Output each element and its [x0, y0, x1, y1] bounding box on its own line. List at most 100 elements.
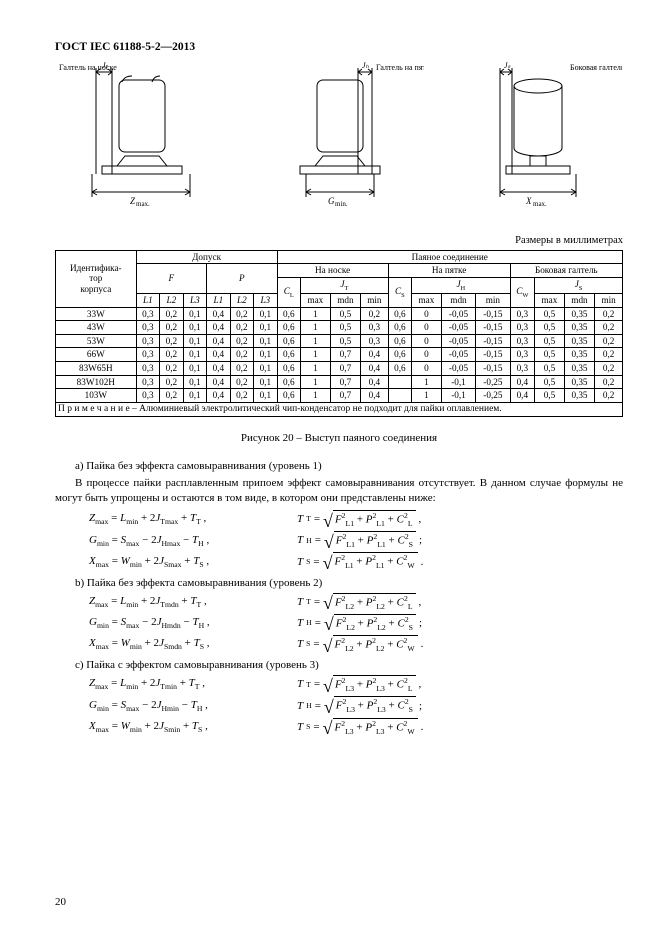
cell: 0,2 [160, 321, 183, 335]
cell: 0 [412, 361, 442, 375]
cell: 0,2 [595, 389, 623, 403]
cell: -0,05 [441, 348, 475, 362]
cell: 0,2 [230, 321, 253, 335]
para-1: В процессе пайки расплавленным припоем э… [55, 476, 623, 506]
table-row: 33W0,30,20,10,40,20,10,610,50,20,60-0,05… [56, 307, 623, 321]
cell: 0,4 [207, 334, 230, 348]
col-L2b: L2 [230, 294, 253, 308]
col-min1: min [361, 294, 389, 308]
cell: 0,1 [254, 375, 277, 389]
cell: -0,05 [441, 334, 475, 348]
cell: 0,7 [330, 361, 360, 375]
cell: 0,4 [207, 389, 230, 403]
table-row: 83W65H0,30,20,10,40,20,10,610,70,40,60-0… [56, 361, 623, 375]
cell: 43W [56, 321, 137, 335]
col-max1: max [301, 294, 331, 308]
col-Js: JS [535, 277, 623, 293]
svg-text:Боковая галтель: Боковая галтель [570, 63, 622, 72]
cell: 0,3 [510, 307, 535, 321]
col-tolerance: Допуск [136, 250, 277, 264]
cell: 0,2 [361, 307, 389, 321]
cell: 0,1 [183, 307, 206, 321]
cell: 0,4 [510, 389, 535, 403]
cell: 1 [301, 361, 331, 375]
cell: 0,35 [564, 375, 594, 389]
cell: 66W [56, 348, 137, 362]
cell: 0,1 [183, 389, 206, 403]
cell: 0,3 [510, 348, 535, 362]
units-label: Размеры в миллиметрах [55, 234, 623, 248]
cell: 0,4 [361, 348, 389, 362]
figure-caption: Рисунок 20 – Выступ паяного соединения [55, 431, 623, 446]
table-row: 53W0,30,20,10,40,20,10,610,50,30,60-0,05… [56, 334, 623, 348]
cell: 0,2 [595, 375, 623, 389]
col-CL: CL [277, 277, 300, 307]
cell: -0,15 [476, 307, 510, 321]
cell: 0,5 [535, 389, 565, 403]
cell: 0,2 [230, 307, 253, 321]
cell: 0,2 [160, 334, 183, 348]
col-heel: На пятке [388, 264, 510, 278]
equation: Gmin = Smax − 2JHmax − TH ,TH = √F2L1 + … [89, 531, 623, 550]
table-row: 103W0,30,20,10,40,20,10,610,70,41-0,1-0,… [56, 389, 623, 403]
svg-text:Jₕ: Jₕ [362, 62, 370, 70]
table-note: П р и м е ч а н и е – Алюминиевый электр… [56, 402, 623, 416]
col-Jh: JH [412, 277, 510, 293]
col-mdn1: mdn [330, 294, 360, 308]
cell: -0,1 [441, 389, 475, 403]
dimensions-table: Идентифика- тор корпуса Допуск Паяное со… [55, 250, 623, 417]
cell: 1 [301, 375, 331, 389]
col-F: F [136, 264, 206, 294]
equation: Zmax = Lmin + 2JTmax + TT ,TT = √F2L1 + … [89, 510, 623, 529]
col-min2: min [476, 294, 510, 308]
level-c: c) Пайка с эффектом самовыравнивания (ур… [75, 658, 623, 673]
svg-text:Jₜ: Jₜ [102, 62, 109, 70]
cell: -0,05 [441, 307, 475, 321]
cell: 0,2 [595, 321, 623, 335]
cell: 0,4 [207, 307, 230, 321]
cell: 0,35 [564, 307, 594, 321]
cell: 0,3 [136, 307, 159, 321]
equation: Gmin = Smax − 2JHmdn − TH ,TH = √F2L2 + … [89, 614, 623, 633]
cell: 0,5 [330, 307, 360, 321]
cell: 0,35 [564, 389, 594, 403]
cell: 0,4 [207, 375, 230, 389]
cell: 0,3 [510, 321, 535, 335]
col-L2: L2 [160, 294, 183, 308]
cell [388, 375, 411, 389]
col-ident: Идентифика- тор корпуса [56, 250, 137, 307]
cell: 0,5 [535, 348, 565, 362]
cell: 0,3 [136, 334, 159, 348]
cell: 1 [301, 334, 331, 348]
cell: 0,3 [136, 389, 159, 403]
col-P: P [207, 264, 277, 294]
cell: 0,2 [230, 361, 253, 375]
cell: 0,1 [254, 334, 277, 348]
cell: 0,3 [361, 334, 389, 348]
cell: 0,6 [277, 348, 300, 362]
cell: -0,15 [476, 334, 510, 348]
cell: -0,15 [476, 321, 510, 335]
page-number: 20 [55, 895, 66, 910]
equation: Zmax = Lmin + 2JTmin + TT ,TT = √F2L3 + … [89, 675, 623, 694]
col-CS: CS [388, 277, 411, 307]
cell: 0,6 [277, 321, 300, 335]
cell: 0,1 [183, 348, 206, 362]
cell: 0,7 [330, 375, 360, 389]
cell: 0,1 [254, 321, 277, 335]
cell: -0,1 [441, 375, 475, 389]
cell: 0,2 [160, 389, 183, 403]
col-max3: max [535, 294, 565, 308]
cell: 0,1 [254, 361, 277, 375]
col-toe: На носке [277, 264, 388, 278]
cell: 53W [56, 334, 137, 348]
cell: 83W65H [56, 361, 137, 375]
cell: 0,1 [183, 375, 206, 389]
cell: -0,25 [476, 389, 510, 403]
col-mdn2: mdn [441, 294, 475, 308]
cell: 0,35 [564, 334, 594, 348]
cell: 0,2 [595, 361, 623, 375]
svg-text:X: X [525, 196, 532, 206]
cell: 0,4 [510, 375, 535, 389]
cell: 0,3 [510, 334, 535, 348]
